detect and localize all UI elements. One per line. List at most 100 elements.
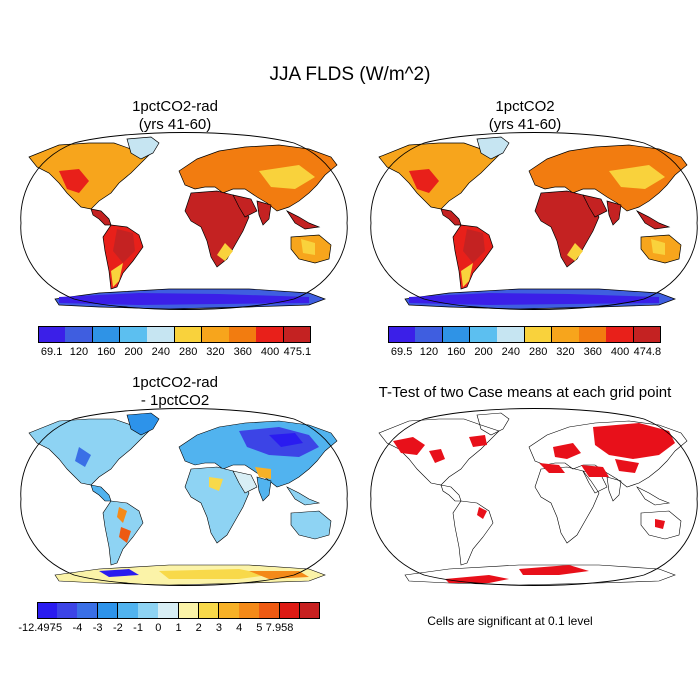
p1-shade-patch	[59, 293, 309, 305]
p1-shade-patch	[301, 239, 315, 255]
difference-land-ca	[90, 484, 112, 502]
colorbar-tick-label: 5	[256, 622, 263, 634]
p2-land-ind	[606, 200, 622, 226]
p2-land-arab	[582, 194, 608, 218]
difference-shade-patch	[117, 507, 127, 523]
ttest-significant-cells	[615, 459, 639, 473]
difference-land-arab	[232, 470, 258, 494]
colorbar-tick-label: 200	[474, 346, 493, 358]
colorbar-tick-label: -2	[112, 622, 123, 634]
colorbar-tick-label: -1	[133, 622, 143, 634]
panel-title-4-line1: T-Test of two Case means at each grid po…	[378, 384, 672, 401]
colorbar-swatch	[147, 326, 175, 342]
difference-land-ind	[256, 476, 272, 502]
p2-land-ca	[440, 208, 462, 226]
colorbar-tick-label: 7.958	[265, 622, 294, 634]
colorbar-tick-label: 400	[610, 346, 630, 358]
p2-shade-patch	[461, 263, 473, 287]
map-panel-1pctco2	[370, 132, 698, 310]
panel-title-1: 1pctCO2-rad (yrs 41-60)	[35, 98, 315, 134]
panel-title-3-line1: 1pctCO2-rad	[132, 374, 218, 391]
p1-land-ind	[256, 200, 272, 226]
p2-shade-patch	[409, 293, 659, 305]
colorbar-frame	[37, 602, 320, 619]
ttest-coast-eur	[528, 420, 688, 488]
colorbar-tick-label: 474.8	[633, 346, 662, 358]
ttest-significant-cells	[445, 575, 509, 583]
ttest-coast-sea	[636, 486, 671, 506]
p2-shade-patch	[651, 239, 665, 255]
ttest-significant-cells	[593, 423, 675, 459]
p1-shade-patch	[259, 165, 315, 189]
ttest-coast-sa	[452, 500, 494, 566]
colorbar-frame	[388, 326, 661, 343]
colorbar-tick-label: 2	[195, 622, 202, 634]
ttest-coast-aus	[640, 510, 682, 540]
ttest-significant-cells	[477, 507, 487, 519]
significance-note: Cells are significant at 0.1 level	[427, 614, 593, 628]
ttest-coast-ind	[606, 476, 622, 502]
colorbar-tick-label: 240	[501, 346, 521, 358]
colorbar-tick-label: 69.1	[40, 346, 63, 358]
difference-shade-patch	[249, 571, 309, 579]
map-panel-difference	[20, 408, 348, 586]
colorbar-tick-label: 120	[419, 346, 439, 358]
colorbar-tick-label: 69.5	[390, 346, 413, 358]
difference-shade-patch	[159, 569, 269, 579]
colorbar-2: 69.5 120 160 200 240 280 320 360 400 474.8	[388, 326, 662, 362]
p2-shade-patch	[609, 165, 665, 189]
colorbar-tick-label: -4	[72, 622, 83, 634]
difference-shade-patch	[269, 433, 303, 447]
p1-shade-patch	[59, 169, 89, 193]
colorbar-swatch	[259, 602, 281, 618]
colorbar-tick-label: 320	[206, 346, 225, 358]
p1-shade-patch	[111, 263, 123, 287]
p1-land-ca	[90, 208, 112, 226]
colorbar-tick-label: 400	[260, 346, 280, 358]
colorbar-3: -12.497 -5 -4 -3 -2 -1 0 1 2 3 4 5 7.958	[18, 602, 321, 638]
colorbar-swatch	[77, 602, 99, 618]
difference-shade-patch	[209, 477, 223, 491]
colorbar-tick-label: 280	[528, 346, 548, 358]
p2-shade-patch	[409, 169, 439, 193]
colorbar-tick-label: 320	[556, 346, 575, 358]
colorbar-tick-label: 3	[215, 622, 222, 634]
colorbar-tick-label: 240	[151, 346, 171, 358]
p1-land-arab	[232, 194, 258, 218]
colorbar-tick-label: 160	[97, 346, 116, 358]
ttest-coast-ant	[404, 564, 676, 586]
colorbar-swatch	[57, 602, 78, 618]
colorbar-swatch	[117, 602, 139, 618]
p1-shade-patch	[113, 229, 135, 263]
map-panel-1pctco2-rad	[20, 132, 348, 310]
panel-title-2-line1: 1pctCO2	[495, 98, 555, 115]
ttest-significant-cells	[519, 565, 589, 575]
difference-land-grn	[126, 412, 160, 436]
colorbar-tick-label: 475.1	[283, 346, 312, 358]
ttest-significant-cells	[429, 449, 445, 463]
figure-title: JJA FLDS (W/m^2)	[269, 64, 431, 85]
ttest-significant-cells	[655, 519, 665, 529]
colorbar-tick-label: 4	[236, 622, 243, 634]
colorbar-1: 69.1 120 160 200 240 280 320 360 400 475.1	[38, 326, 312, 362]
p2-land-grn	[476, 136, 510, 160]
ttest-significant-cells	[469, 435, 487, 447]
colorbar-tick-label: -5	[52, 622, 63, 634]
panel-title-3-line2: - 1pctCO2	[140, 392, 210, 409]
colorbar-tick-label: 200	[124, 346, 143, 358]
colorbar-tick-label: 1	[175, 622, 182, 634]
ttest-significant-cells	[393, 437, 425, 455]
colorbar-swatch	[218, 602, 240, 618]
colorbar-tick-label: 360	[583, 346, 602, 358]
ttest-significant-cells	[539, 463, 565, 473]
panel-title-3: 1pctCO2-rad - 1pctCO2	[35, 374, 315, 410]
colorbar-swatch	[198, 602, 220, 618]
colorbar-swatch	[279, 602, 301, 618]
panel-title-2: 1pctCO2 (yrs 41-60)	[385, 98, 665, 134]
p2-shade-patch	[463, 229, 485, 263]
colorbar-swatch	[497, 326, 525, 342]
colorbar-frame	[38, 326, 311, 343]
ttest-coast-ca	[440, 484, 462, 502]
p2-land-na	[378, 142, 500, 210]
colorbar-swatch	[138, 602, 159, 618]
